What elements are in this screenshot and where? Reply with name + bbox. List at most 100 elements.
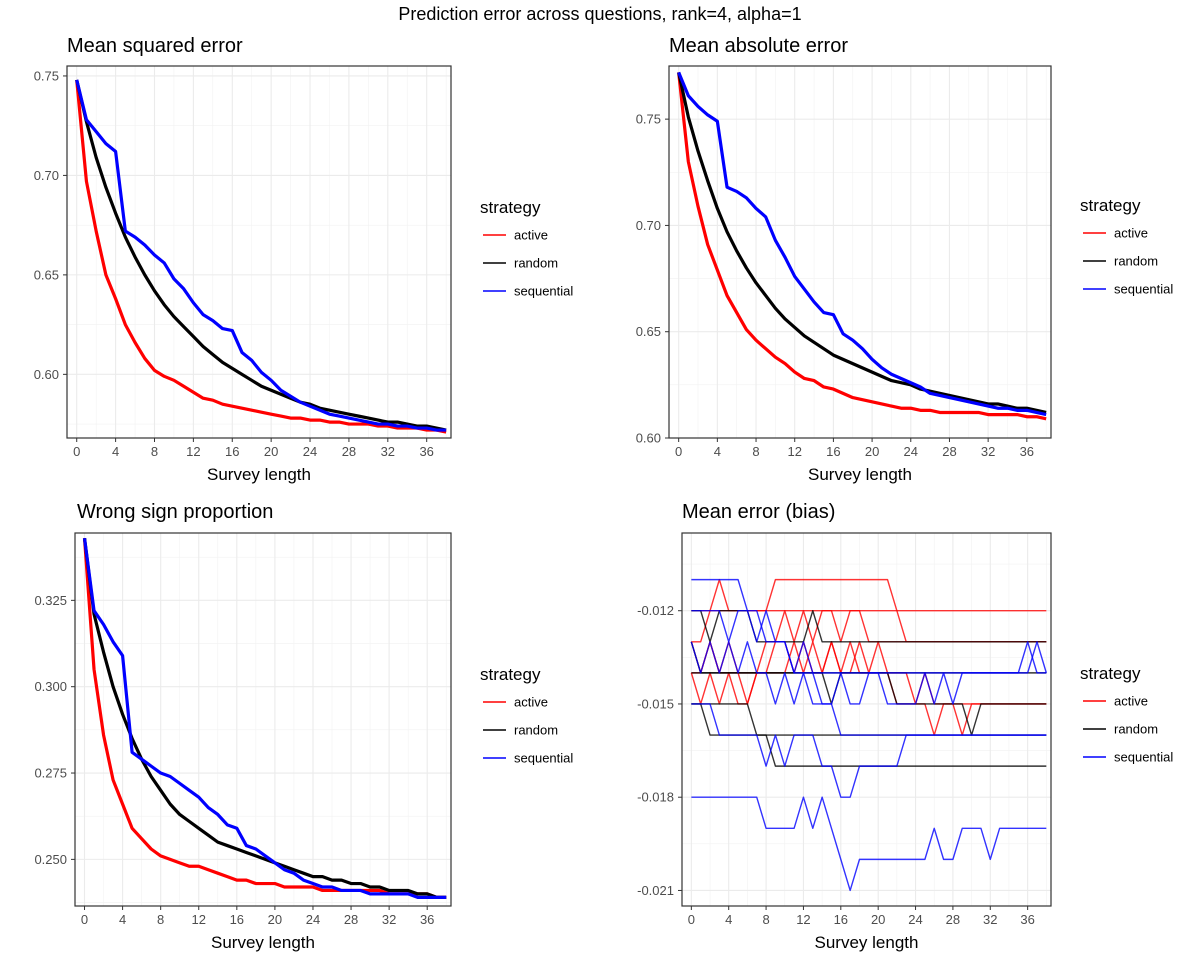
series-group — [690, 578, 1048, 892]
panel-border — [668, 65, 1052, 439]
x-tick-label: 32 — [981, 444, 995, 459]
panel-4: 0 4 8 12 16 20 24 28 32 36 -0.021 -0.018 -0.015 -0.01… — [637, 501, 1173, 952]
legend-title: strategy — [480, 198, 541, 217]
legend-label-random: random — [514, 723, 558, 738]
series-line-sequential-3 — [82, 537, 447, 899]
x-tick-label: 16 — [230, 912, 244, 927]
x-tick-label: 32 — [381, 444, 395, 459]
x-tick-label: 28 — [946, 912, 960, 927]
x-tick-label: 12 — [787, 444, 801, 459]
x-tick-label: 36 — [419, 444, 433, 459]
legend-label-sequential: sequential — [514, 284, 573, 299]
y-tick-label: 0.250 — [34, 852, 67, 867]
legend-label-sequential: sequential — [1114, 282, 1173, 297]
series-line-active-1 — [75, 79, 447, 434]
legend-label-active: active — [1114, 226, 1148, 241]
panel-1: 0 4 8 12 16 20 24 28 32 36 0.60 0.65 0.70 0.75 Survey … — [34, 35, 574, 484]
x-tick-label: 16 — [834, 912, 848, 927]
legend-label-random: random — [1114, 254, 1158, 269]
figure-title: Prediction error across questions, rank=… — [398, 4, 802, 24]
legend-label-random: random — [1114, 722, 1158, 737]
y-tick-label: 0.65 — [636, 324, 661, 339]
y-tick-label: 0.300 — [34, 679, 67, 694]
series-line-sequential-13 — [690, 641, 1047, 705]
axes: 0 4 8 12 16 20 24 28 32 36 0.60 0.65 0.70 0.75 — [34, 68, 434, 459]
series-group — [82, 537, 447, 899]
x-axis-title: Survey length — [815, 933, 919, 952]
y-tick-label: -0.018 — [637, 790, 674, 805]
x-tick-label: 4 — [725, 912, 732, 927]
x-tick-label: 16 — [225, 444, 239, 459]
y-tick-label: -0.021 — [637, 883, 674, 898]
x-tick-label: 12 — [192, 912, 206, 927]
y-tick-label: 0.70 — [34, 168, 59, 183]
x-tick-label: 32 — [983, 912, 997, 927]
x-tick-label: 8 — [762, 912, 769, 927]
y-tick-label: 0.325 — [34, 593, 67, 608]
panel-title: Mean absolute error — [669, 35, 848, 57]
grid — [682, 533, 1051, 906]
legend-label-active: active — [514, 228, 548, 243]
series-line-sequential-14 — [691, 703, 1047, 798]
y-tick-label: 0.60 — [34, 367, 59, 382]
x-tick-label: 4 — [112, 444, 119, 459]
y-tick-label: 0.60 — [636, 431, 661, 446]
legend-title: strategy — [480, 665, 541, 684]
plot-background — [682, 533, 1051, 906]
legend: strategy active random sequential — [1080, 664, 1173, 765]
series-group — [75, 79, 447, 434]
series-line-random-2 — [677, 72, 1047, 415]
legend: strategy active random sequential — [480, 665, 573, 766]
x-tick-label: 36 — [1020, 912, 1034, 927]
legend-label-random: random — [514, 256, 558, 271]
x-tick-label: 32 — [382, 912, 396, 927]
series-line-random-2 — [75, 79, 447, 432]
x-tick-label: 0 — [675, 444, 682, 459]
y-tick-label: 0.70 — [636, 218, 661, 233]
legend-label-sequential: sequential — [514, 751, 573, 766]
x-tick-label: 28 — [342, 444, 356, 459]
x-axis-title: Survey length — [808, 465, 912, 484]
x-tick-label: 0 — [688, 912, 695, 927]
plot-background — [669, 66, 1051, 438]
x-tick-label: 4 — [714, 444, 721, 459]
legend-label-sequential: sequential — [1114, 750, 1173, 765]
y-tick-label: 0.275 — [34, 766, 67, 781]
x-tick-label: 24 — [908, 912, 922, 927]
series-group — [677, 71, 1047, 421]
plot-background — [75, 533, 451, 906]
x-tick-label: 24 — [306, 912, 320, 927]
plot-background — [67, 66, 451, 438]
panel-border — [74, 532, 452, 907]
panel-border — [681, 532, 1052, 907]
x-tick-label: 0 — [73, 444, 80, 459]
x-tick-label: 28 — [344, 912, 358, 927]
axes: 0 4 8 12 16 20 24 28 32 36 0.60 0.65 0.70 0.75 — [636, 112, 1034, 459]
series-line-sequential-3 — [75, 79, 447, 432]
panel-title: Mean error (bias) — [682, 501, 835, 523]
panel-2: 0 4 8 12 16 20 24 28 32 36 0.60 0.65 0.70 0.75 Survey … — [636, 35, 1174, 484]
x-tick-label: 20 — [871, 912, 885, 927]
panel-title: Wrong sign proportion — [77, 501, 273, 523]
y-tick-label: 0.75 — [636, 112, 661, 127]
legend-label-active: active — [514, 695, 548, 710]
x-tick-label: 12 — [186, 444, 200, 459]
series-line-active-1 — [677, 72, 1047, 421]
legend: strategy active random sequential — [480, 198, 573, 299]
grid — [75, 533, 451, 906]
y-tick-label: 0.65 — [34, 267, 59, 282]
x-axis-title: Survey length — [207, 465, 311, 484]
legend: strategy active random sequential — [1080, 196, 1173, 297]
axes: 0 4 8 12 16 20 24 28 32 36 0.250 0.275 0.300 0.325 — [34, 593, 434, 927]
y-tick-label: -0.012 — [637, 603, 674, 618]
x-tick-label: 20 — [264, 444, 278, 459]
x-tick-label: 36 — [420, 912, 434, 927]
x-tick-label: 24 — [303, 444, 317, 459]
y-tick-label: 0.75 — [34, 68, 59, 83]
x-tick-label: 16 — [826, 444, 840, 459]
x-tick-label: 36 — [1020, 444, 1034, 459]
x-tick-label: 0 — [81, 912, 88, 927]
legend-label-active: active — [1114, 694, 1148, 709]
x-tick-label: 12 — [796, 912, 810, 927]
